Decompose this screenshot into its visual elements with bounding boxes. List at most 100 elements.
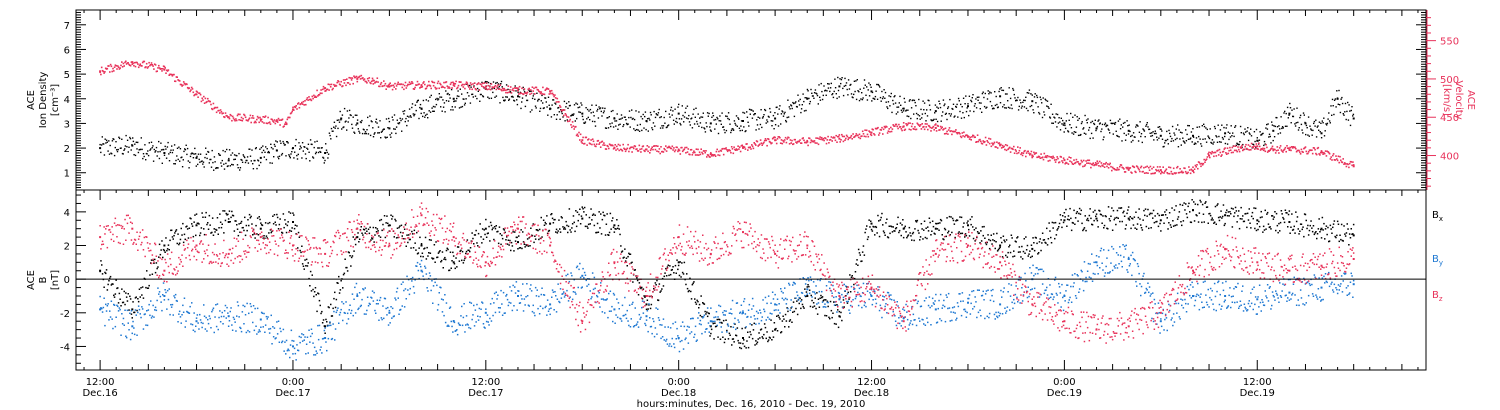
density-sample — [735, 115, 738, 117]
bx-sample — [314, 287, 317, 289]
velocity-sample — [1091, 164, 1094, 166]
bx-sample — [955, 220, 957, 222]
bx-sample — [301, 245, 303, 247]
velocity-sample — [1131, 172, 1133, 174]
density-sample — [1300, 123, 1303, 126]
bx-sample — [422, 255, 424, 258]
bx-sample — [951, 231, 953, 234]
bx-sample — [1137, 216, 1140, 219]
density-sample — [402, 110, 404, 113]
bx-sample — [212, 234, 215, 236]
density-sample — [766, 119, 768, 121]
density-sample — [327, 157, 329, 159]
bx-sample — [1066, 218, 1069, 221]
velocity-sample — [1283, 149, 1285, 151]
density-sample — [1177, 124, 1179, 126]
bx-sample — [440, 261, 442, 263]
density-sample — [129, 136, 131, 139]
density-sample — [474, 95, 477, 97]
velocity-sample — [549, 91, 551, 93]
velocity-sample — [1030, 150, 1033, 153]
density-sample — [554, 102, 556, 104]
bx-sample — [816, 292, 818, 294]
bx-sample — [491, 228, 493, 231]
bx-sample — [118, 292, 121, 295]
velocity-sample — [1331, 159, 1333, 161]
velocity-sample — [331, 88, 334, 91]
bx-sample — [1260, 210, 1262, 213]
velocity-sample — [1246, 148, 1249, 151]
bx-point — [902, 227, 905, 230]
velocity-sample — [401, 86, 404, 89]
velocity-sample — [1234, 145, 1237, 147]
velocity-sample — [259, 116, 261, 119]
bx-sample — [1090, 217, 1092, 220]
velocity-sample — [933, 129, 935, 131]
density-sample — [581, 115, 584, 118]
bx-sample — [214, 231, 216, 233]
bx-sample — [649, 295, 651, 298]
density-sample — [1104, 123, 1106, 126]
density-sample — [1100, 130, 1102, 133]
density-sample — [282, 140, 284, 143]
velocity-sample — [334, 84, 337, 87]
density-sample — [428, 110, 430, 112]
density-sample — [907, 109, 909, 111]
density-sample — [119, 147, 122, 149]
density-sample — [1320, 137, 1323, 139]
density-sample — [466, 83, 468, 85]
bx-sample — [1283, 218, 1285, 220]
bx-sample — [497, 230, 499, 233]
velocity-sample — [174, 80, 177, 83]
density-sample — [819, 99, 822, 101]
density-sample — [445, 90, 447, 92]
bx-sample — [1209, 214, 1212, 217]
velocity-sample — [1302, 151, 1304, 153]
density-sample — [892, 99, 894, 102]
velocity-sample — [1095, 163, 1098, 165]
velocity-sample — [695, 148, 698, 150]
density-sample — [612, 126, 615, 128]
bx-sample — [320, 312, 322, 315]
velocity-sample — [377, 81, 379, 83]
bx-sample — [1206, 206, 1209, 208]
velocity-sample — [820, 136, 823, 139]
velocity-sample — [915, 128, 918, 131]
bx-sample — [465, 252, 467, 255]
bx-sample — [264, 222, 267, 224]
density-sample — [108, 140, 110, 142]
density-sample — [668, 113, 670, 115]
velocity-sample — [793, 138, 796, 141]
bx-sample — [1035, 237, 1037, 239]
density-sample — [292, 147, 294, 149]
density-sample — [1092, 137, 1094, 139]
density-sample — [280, 154, 283, 156]
bx-sample — [333, 297, 335, 300]
velocity-sample — [1271, 145, 1274, 148]
velocity-sample — [991, 142, 993, 144]
velocity-sample — [137, 66, 140, 69]
density-sample — [495, 82, 497, 84]
bx-sample — [820, 294, 822, 297]
velocity-sample — [900, 128, 903, 130]
density-sample — [1276, 126, 1279, 128]
density-point — [356, 122, 359, 125]
density-sample — [1024, 99, 1026, 102]
bx-sample — [771, 339, 773, 341]
velocity-point — [1159, 169, 1162, 172]
velocity-sample — [754, 143, 756, 145]
bx-sample — [502, 228, 505, 230]
velocity-sample — [936, 124, 939, 127]
bx-sample — [468, 249, 470, 252]
density-sample — [623, 124, 625, 126]
velocity-point — [1256, 145, 1259, 148]
density-sample — [494, 96, 496, 98]
bx-sample — [771, 330, 774, 332]
density-sample — [330, 138, 332, 140]
bx-sample — [509, 239, 511, 242]
density-sample — [833, 90, 835, 93]
density-sample — [99, 143, 101, 146]
density-sample — [1243, 133, 1245, 136]
bx-sample — [1118, 207, 1120, 209]
bx-sample — [153, 262, 155, 264]
